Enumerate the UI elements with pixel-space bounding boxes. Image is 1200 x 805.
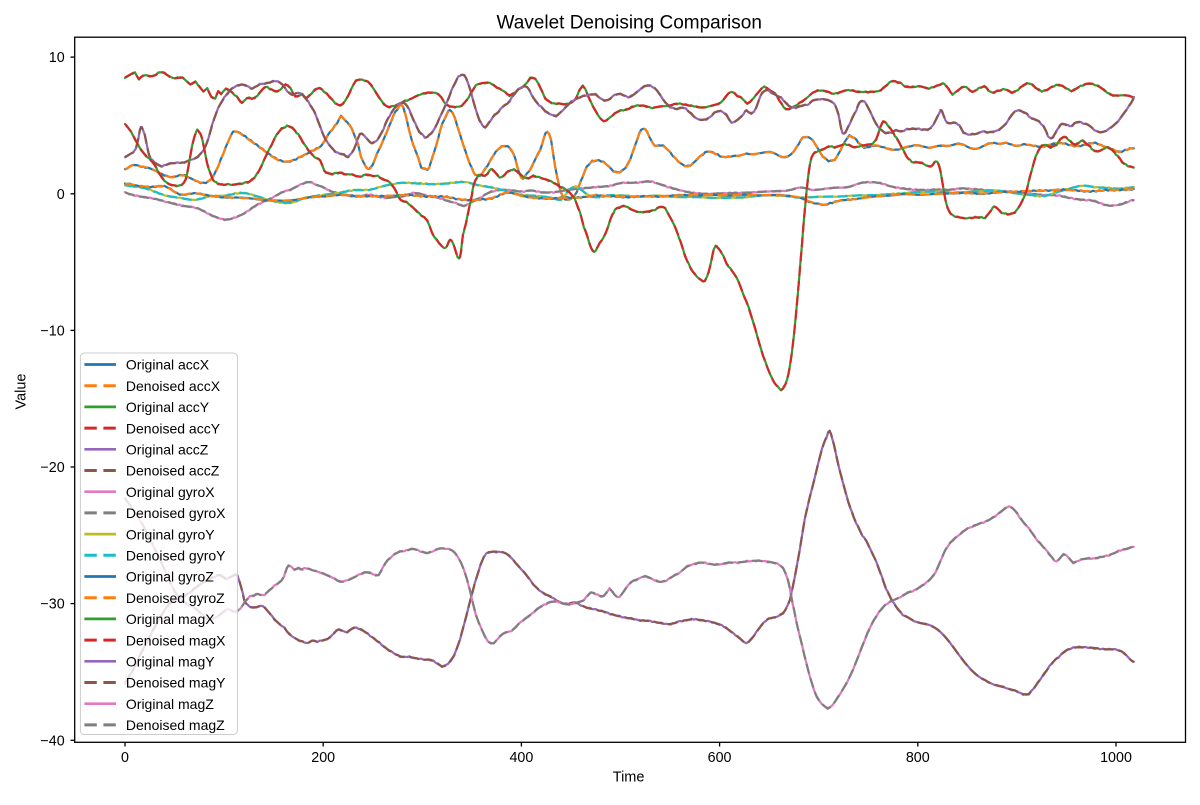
svg-text:−10: −10: [40, 324, 64, 340]
svg-text:Denoised accZ: Denoised accZ: [126, 463, 220, 479]
svg-text:Denoised gyroZ: Denoised gyroZ: [126, 590, 225, 606]
svg-text:Denoised gyroY: Denoised gyroY: [126, 548, 226, 564]
svg-text:600: 600: [708, 750, 732, 766]
svg-text:Denoised gyroX: Denoised gyroX: [126, 505, 226, 521]
svg-text:Denoised magZ: Denoised magZ: [126, 717, 225, 733]
svg-text:Denoised magX: Denoised magX: [126, 632, 226, 648]
svg-text:200: 200: [311, 750, 335, 766]
svg-text:1000: 1000: [1100, 750, 1132, 766]
svg-text:Original accZ: Original accZ: [126, 442, 209, 458]
svg-text:Value: Value: [14, 373, 30, 409]
svg-text:Original gyroX: Original gyroX: [126, 484, 215, 500]
svg-text:Original accX: Original accX: [126, 357, 210, 373]
svg-text:Original gyroY: Original gyroY: [126, 526, 215, 542]
svg-text:10: 10: [49, 50, 65, 66]
svg-text:Wavelet Denoising Comparison: Wavelet Denoising Comparison: [496, 12, 761, 33]
svg-text:Original gyroZ: Original gyroZ: [126, 569, 214, 585]
svg-text:Denoised magY: Denoised magY: [126, 675, 226, 691]
svg-text:Original magZ: Original magZ: [126, 696, 214, 712]
svg-text:Original magX: Original magX: [126, 611, 215, 627]
svg-text:0: 0: [57, 187, 65, 203]
svg-text:−40: −40: [40, 733, 64, 749]
svg-text:−20: −20: [40, 460, 64, 476]
svg-text:Original accY: Original accY: [126, 399, 210, 415]
svg-text:400: 400: [509, 750, 533, 766]
svg-text:Original magY: Original magY: [126, 654, 215, 670]
svg-text:800: 800: [906, 750, 930, 766]
svg-text:Denoised accX: Denoised accX: [126, 378, 221, 394]
svg-text:−30: −30: [40, 597, 64, 613]
svg-text:Denoised accY: Denoised accY: [126, 420, 221, 436]
svg-text:0: 0: [121, 750, 129, 766]
svg-text:Time: Time: [613, 770, 645, 786]
